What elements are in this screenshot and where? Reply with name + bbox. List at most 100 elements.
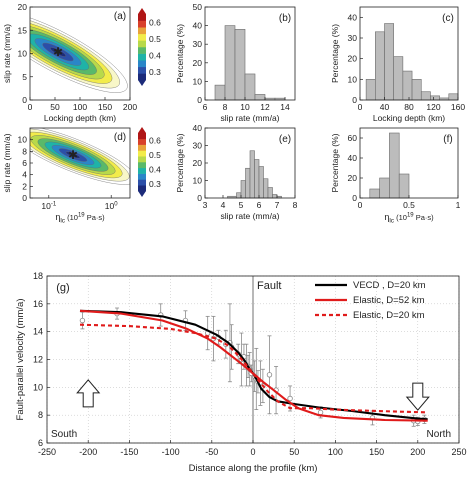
x-tick-label: 200	[123, 102, 137, 112]
x-tick-label: 100	[73, 102, 87, 112]
plot-frame	[46, 275, 460, 444]
y-tick-label: 10	[18, 135, 28, 145]
histogram-bar	[254, 159, 260, 199]
x-tick-label: -100	[162, 447, 180, 457]
y-tick-label: 10	[33, 382, 43, 392]
colorbar-segment	[138, 185, 146, 192]
histogram-bar	[224, 25, 236, 101]
y-tick-label: 6	[38, 438, 43, 448]
histogram-bar	[411, 79, 422, 101]
y-tick-label: 16	[33, 299, 43, 309]
histogram-bar	[249, 150, 255, 199]
histogram-bar	[258, 166, 264, 199]
y-axis-label: Percentage (%)	[175, 24, 185, 83]
y-axis-label: Fault-parallel velocity (mm/a)	[15, 299, 26, 421]
x-tick-label: -200	[79, 447, 97, 457]
y-tick-label: 20	[193, 158, 203, 168]
x-tick-exponent: 0	[114, 202, 118, 208]
x-tick-label: 150	[98, 102, 112, 112]
colorbar-segment	[138, 14, 146, 21]
colorbar-segment	[138, 53, 146, 61]
x-tick-label: 50	[289, 447, 299, 457]
x-tick-label: 0	[358, 200, 363, 210]
panel-g: -250 -200 -150 -100 -50 0 50 100 150 200 250 6 8 10 12…	[15, 271, 467, 474]
panel-f-xlabel-end: Pa·s)	[414, 213, 435, 222]
colorbar-segment	[138, 173, 146, 180]
plot-frame	[204, 6, 296, 101]
x-axis-label: Distance along the profile (km)	[189, 463, 318, 474]
plot-frame	[204, 127, 296, 199]
histogram-bar	[214, 84, 226, 101]
histogram-bar	[379, 177, 390, 199]
colorbar-tick-label: 0.4	[149, 164, 161, 174]
colorbar-segment	[138, 162, 146, 169]
colorbar-segment	[138, 150, 146, 157]
x-tick-label: 150	[369, 447, 384, 457]
y-tick-label: 10	[193, 76, 203, 86]
north-label: North	[427, 429, 451, 440]
colorbar-segment	[138, 138, 146, 145]
y-tick-label: 2	[22, 181, 27, 191]
y-tick-label: 4	[22, 170, 27, 180]
y-tick-label: 40	[193, 123, 203, 133]
colorbar-segment	[138, 20, 146, 28]
colorbar-tick-label: 0.6	[149, 17, 161, 27]
panel-label: (d)	[114, 132, 126, 143]
y-tick-label: 0	[22, 193, 27, 203]
fault-label: Fault	[257, 280, 281, 292]
x-tick-label: 5	[239, 200, 244, 210]
y-tick-label: 20	[348, 54, 358, 64]
x-tick-label: 14	[280, 102, 290, 112]
histogram-bar	[430, 95, 440, 101]
y-tick-label: 50	[193, 2, 203, 12]
y-axis-label: Percentage (%)	[330, 133, 340, 192]
arrow-down-icon	[405, 382, 430, 411]
histogram-bar	[240, 180, 246, 199]
x-tick-label: 7	[275, 200, 280, 210]
panel-f-xlabel-sub: lc	[389, 218, 394, 225]
panel-b: 6 8 10 12 14 0 10 20 30 40 50 (b) Percentage (%) slip…	[175, 2, 291, 123]
colorbar-segment	[138, 179, 146, 186]
panel-label: (e)	[279, 134, 291, 145]
y-tick-label: 8	[38, 410, 43, 420]
colorbar-bottom-cap	[138, 80, 146, 86]
histogram-bar	[398, 173, 410, 199]
colorbar-segment	[138, 167, 146, 174]
y-tick-label: 30	[193, 39, 203, 49]
histogram-bar	[245, 167, 251, 199]
x-tick-base: 10	[41, 201, 51, 211]
y-axis-label: Percentage (%)	[330, 24, 340, 83]
histogram-bar	[365, 79, 376, 101]
y-axis-label: Percentage (%)	[175, 133, 185, 192]
colorbar-top-cap	[138, 8, 146, 14]
colorbar-segment	[138, 60, 146, 68]
y-tick-label: 40	[348, 12, 358, 22]
panel-label: (b)	[279, 13, 291, 24]
y-tick-label: 30	[348, 33, 358, 43]
best-fit-marker-icon: ✱	[53, 45, 63, 59]
contour-level	[65, 151, 81, 159]
x-tick-label: 10-1	[41, 201, 56, 211]
x-tick-label: -50	[205, 447, 218, 457]
y-tick-label: 40	[348, 153, 358, 163]
histogram-bar	[234, 29, 246, 101]
y-tick-label: 0	[197, 95, 202, 105]
y-tick-label: 8	[22, 146, 27, 156]
histogram-bar	[369, 188, 380, 199]
observation-point	[317, 409, 324, 416]
colorbar-segment	[138, 144, 146, 151]
legend-entry-1: VECD , D=20 km	[353, 280, 426, 291]
histogram-bar	[448, 93, 459, 101]
colorbar-bottom-cap	[138, 191, 146, 197]
panel-a: ✱ 0 50 100 150 200 0 5 10 15 20 (a) slip rate (mm/a)…	[2, 2, 161, 123]
panel-d-xlabel-end: Pa·s)	[85, 213, 106, 222]
panel-f-xlabel: η	[384, 212, 389, 222]
colorbar-tick-label: 0.5	[149, 34, 161, 44]
y-tick-label: 30	[193, 141, 203, 151]
histogram-bar	[236, 192, 242, 199]
y-tick-label: 20	[18, 2, 28, 12]
y-tick-label: 0	[352, 193, 357, 203]
y-tick-label: 10	[193, 176, 203, 186]
x-axis-label: slip rate (mm/a)	[220, 113, 279, 123]
panel-f-xlabel-exp: 19	[407, 213, 414, 219]
